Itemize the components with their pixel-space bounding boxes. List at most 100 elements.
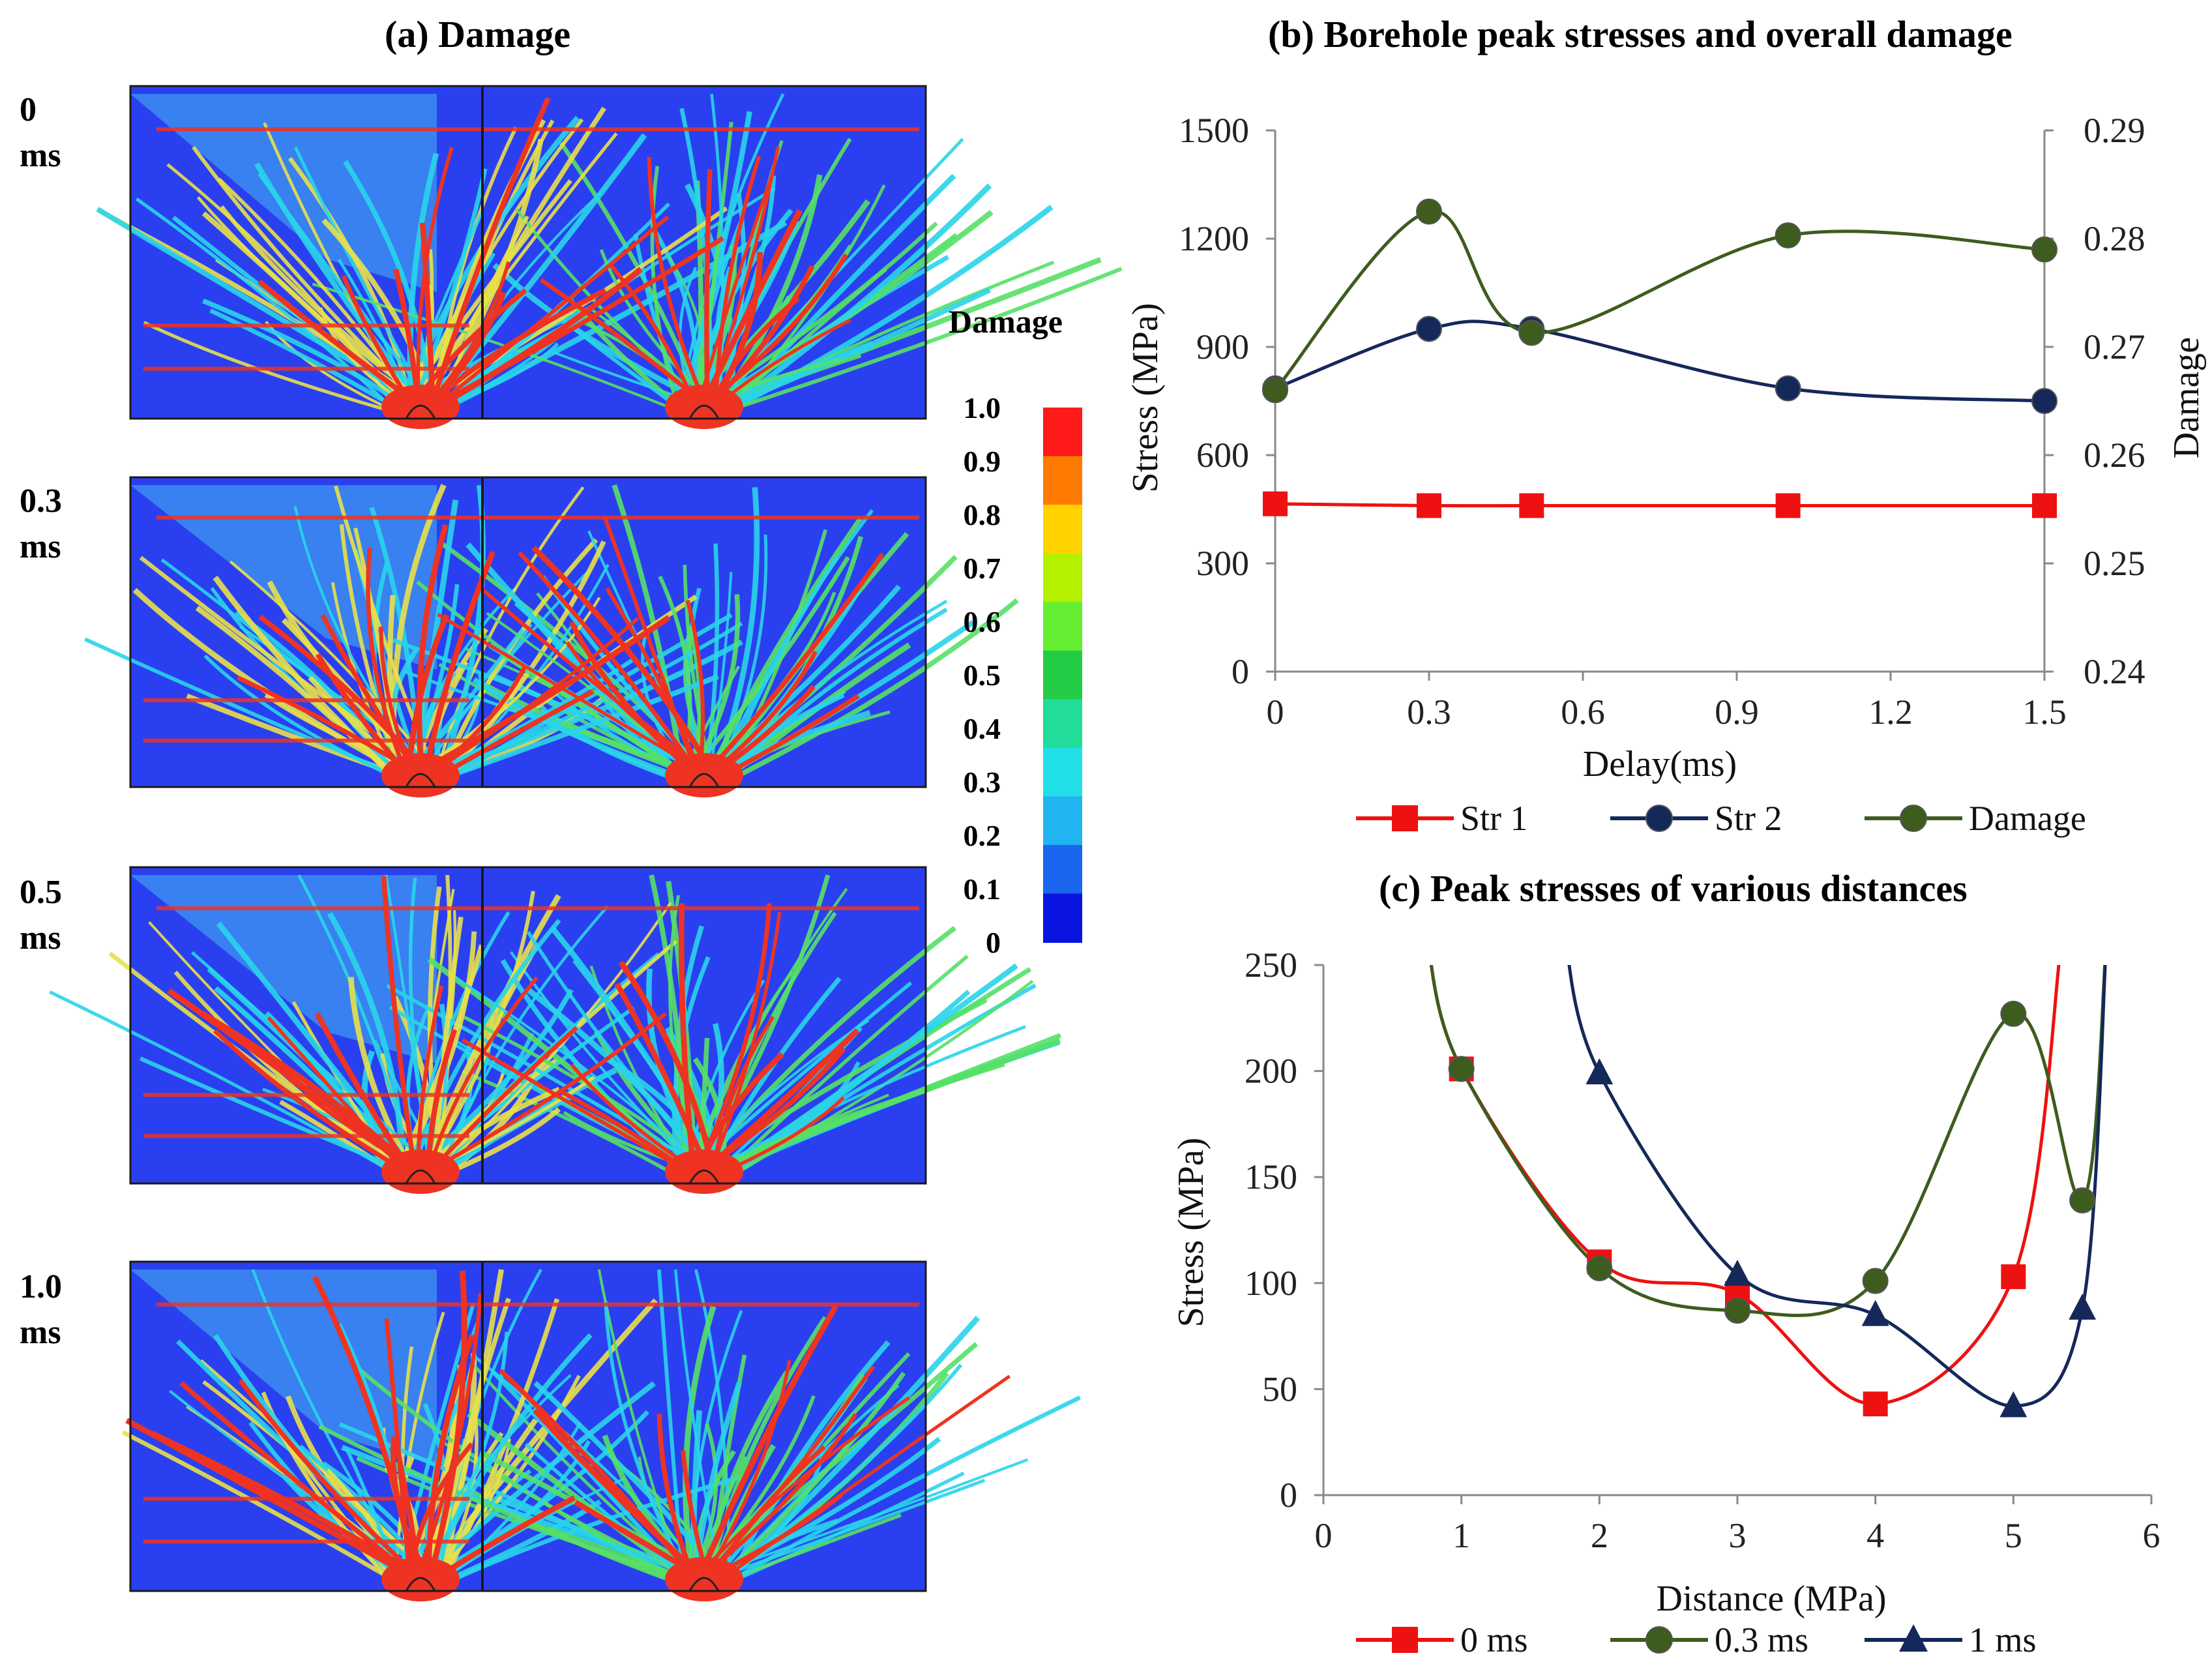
data-point	[1519, 493, 1544, 518]
fine-crack	[727, 598, 1019, 783]
colorbar-tick-label: 0.8	[964, 498, 1001, 531]
fine-crack	[408, 919, 561, 1178]
borehole-outline	[405, 1169, 436, 1184]
damage-map-images	[49, 85, 1123, 1601]
legend-marker	[1392, 805, 1418, 831]
major-crack	[692, 903, 772, 1177]
major-crack	[421, 550, 496, 780]
legend-marker	[1645, 1626, 1673, 1654]
legend-marker	[1900, 805, 1927, 832]
fine-crack	[455, 977, 714, 1178]
series-line-0.3-ms	[1429, 965, 2107, 1317]
b-y2label: Damage	[2166, 337, 2207, 459]
damage-maps-panel: (a) Damage 0 ms 0.3 ms 0.5 ms 1.0 ms Dam…	[20, 13, 1123, 1601]
fine-crack	[472, 677, 690, 783]
colorbar-swatch	[1043, 893, 1082, 943]
fine-crack	[462, 1069, 680, 1179]
x-tick-label: 0	[1267, 692, 1284, 732]
fine-crack	[703, 543, 720, 781]
colorbar-tick-label: 1.0	[964, 391, 1001, 424]
row-label-bottom: ms	[20, 137, 61, 174]
y2-tick-label: 0.27	[2084, 327, 2146, 366]
legend-label: 0 ms	[1460, 1620, 1528, 1659]
legend-item: 0.3 ms	[1610, 1620, 1808, 1659]
damage-map-0	[96, 85, 1123, 429]
fine-crack	[318, 1424, 686, 1587]
damage-map-3	[122, 1260, 1081, 1601]
data-point	[1775, 375, 1801, 402]
data-point	[1999, 1391, 2028, 1418]
legend-label: Str 2	[1715, 799, 1782, 838]
data-point	[1775, 222, 1801, 249]
major-crack	[697, 209, 803, 412]
series-line-str-1	[1275, 502, 2044, 508]
major-crack	[238, 1379, 427, 1585]
crushed-zone	[381, 1557, 460, 1601]
major-crack	[125, 1418, 427, 1586]
crushed-zone	[381, 385, 460, 429]
y-tick-label: 300	[1196, 544, 1249, 583]
colorbar-tick-label: 0.5	[964, 659, 1001, 692]
data-point	[2031, 236, 2057, 263]
row-label-bottom: ms	[20, 1314, 61, 1351]
fine-crack	[436, 905, 609, 1178]
fine-crack	[700, 1025, 1026, 1179]
fine-crack	[84, 637, 409, 782]
colorbar-swatch	[1043, 796, 1082, 846]
colorbar-tick-label: 0	[986, 926, 1001, 959]
fine-crack	[415, 1410, 649, 1587]
colorbar-tick-label: 0.6	[964, 605, 1001, 638]
x-tick-label: 0	[1315, 1516, 1333, 1555]
y2-tick-label: 0.25	[2084, 544, 2146, 583]
fine-crack	[435, 674, 719, 783]
damage-map-2	[49, 866, 1062, 1194]
data-point	[1586, 1255, 1613, 1282]
fine-crack	[649, 874, 690, 1178]
y-tick-label: 0	[1231, 652, 1249, 691]
damage-map-frame	[129, 1260, 927, 1592]
fine-crack	[500, 651, 696, 783]
colorbar-swatch	[1043, 456, 1082, 506]
fine-crack	[424, 1333, 593, 1586]
data-point	[1724, 1259, 1751, 1286]
crushed-zone	[381, 1150, 460, 1194]
borehole-outline	[688, 773, 720, 788]
major-crack	[416, 147, 454, 411]
x-tick-label: 0.6	[1561, 692, 1605, 732]
fine-crack	[524, 1442, 696, 1586]
c-axes: 0 1 2 3 4 5 6 0 50 100 150 200 250	[1245, 945, 2160, 1555]
data-point	[2001, 1264, 2026, 1290]
c-legend: 0 ms 0.3 ms 1 ms	[1356, 1620, 2037, 1659]
major-crack	[533, 1408, 711, 1586]
major-crack	[429, 267, 643, 413]
borehole-outline	[688, 404, 720, 419]
fine-crack	[293, 506, 434, 782]
data-point	[2032, 493, 2057, 518]
damage-map-frame	[129, 85, 927, 420]
data-point	[1263, 491, 1288, 516]
fine-crack	[712, 1371, 906, 1586]
x-tick-label: 3	[1729, 1516, 1747, 1555]
c-markers	[1448, 1000, 2097, 1418]
borehole-outline	[405, 773, 436, 788]
b-ylabel: Stress (MPa)	[1125, 303, 1166, 493]
legend-label: Str 1	[1460, 799, 1528, 838]
panel-c-title: (c) Peak stresses of various distances	[1379, 867, 1968, 910]
borehole-outline	[405, 1577, 436, 1592]
fine-crack	[722, 267, 1123, 414]
major-crack	[406, 615, 671, 782]
data-point	[1518, 319, 1545, 346]
colorbar-swatch	[1043, 650, 1082, 700]
panel-a-title: (a) Damage	[385, 13, 570, 55]
damage-map-frame	[129, 476, 927, 788]
x-tick-label: 2	[1591, 1516, 1608, 1555]
legend-item: Str 1	[1356, 799, 1528, 838]
fine-crack	[409, 168, 488, 413]
x-tick-label: 1.5	[2022, 692, 2067, 732]
x-tick-label: 0.9	[1715, 692, 1759, 732]
colorbar-swatch	[1043, 505, 1082, 554]
data-point	[1416, 316, 1442, 342]
b-xlabel: Delay(ms)	[1583, 744, 1737, 784]
fine-crack	[235, 610, 398, 782]
